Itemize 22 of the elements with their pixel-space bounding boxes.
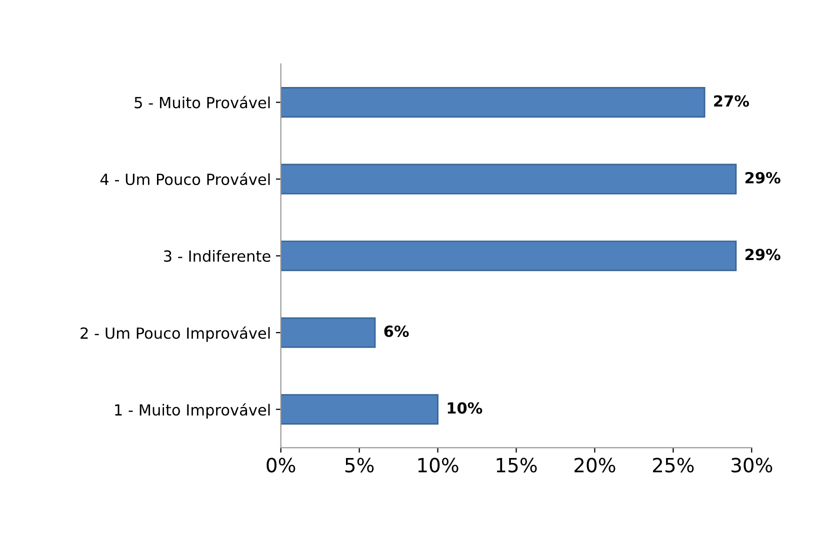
x-tick-label: 25%	[653, 458, 694, 472]
data-label: 6%	[384, 325, 409, 338]
y-tick-label: 5 - Muito Provável	[134, 96, 270, 108]
bar	[280, 87, 706, 118]
x-tick-label: 10%	[418, 458, 458, 472]
x-tick-label: 15%	[496, 458, 537, 472]
x-tick-label: 0%	[266, 458, 296, 472]
y-tick-label: 4 - Um Pouco Provável	[100, 172, 270, 186]
x-tick-label: 30%	[732, 458, 772, 472]
data-label: 29%	[746, 172, 780, 184]
data-label: 29%	[746, 248, 780, 260]
bar	[280, 164, 737, 194]
y-tick-label: 3 - Indiferente	[164, 250, 270, 262]
data-label: 10%	[448, 402, 482, 414]
bar	[280, 317, 376, 348]
data-label: 27%	[714, 95, 749, 107]
y-tick-label: 1 - Muito Improvável	[115, 403, 270, 419]
bar	[280, 394, 438, 425]
y-tick-label: 2 - Um Pouco Improvável	[80, 326, 270, 342]
bar	[280, 240, 737, 272]
x-tick-label: 20%	[574, 458, 616, 472]
x-tick-label: 5%	[345, 458, 374, 472]
